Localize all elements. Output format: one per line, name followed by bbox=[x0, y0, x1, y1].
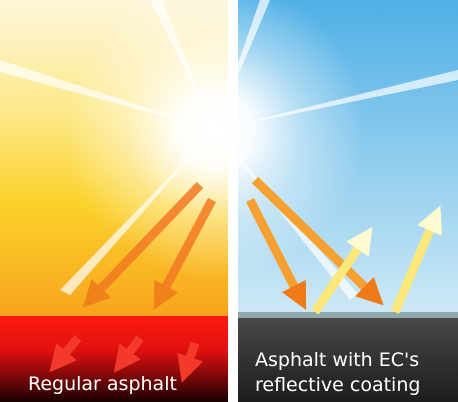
right-caption-line: Asphalt with EC's bbox=[255, 349, 419, 371]
left-caption: Regular asphalt bbox=[28, 373, 177, 395]
reflected-rays bbox=[245, 176, 443, 315]
right-caption-line: reflective coating bbox=[255, 374, 420, 396]
coated-asphalt bbox=[238, 316, 458, 402]
divider bbox=[228, 0, 238, 402]
absorbed-rays bbox=[49, 181, 216, 383]
